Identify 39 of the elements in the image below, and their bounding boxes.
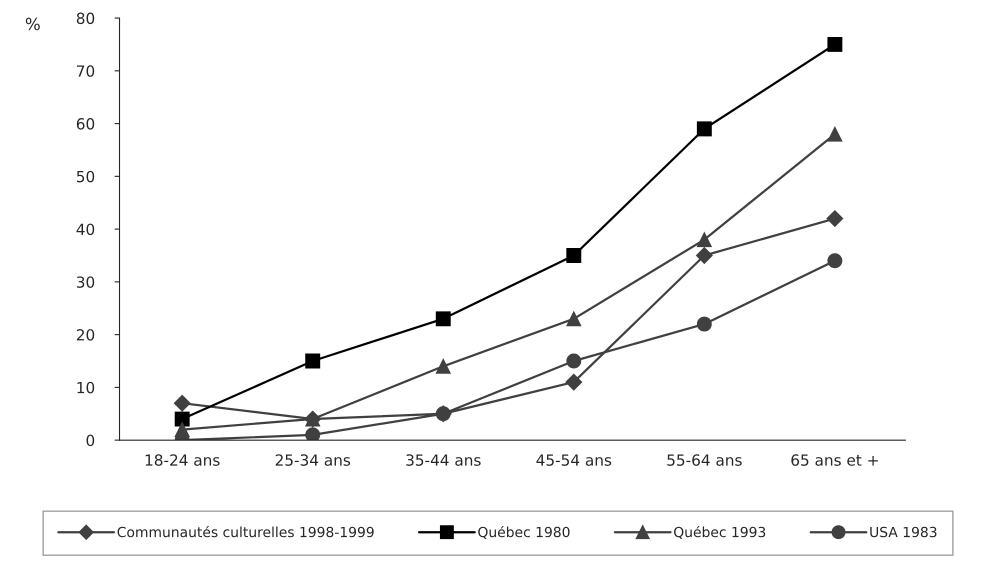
x-tick-label: 45-54 ans [536, 454, 612, 466]
y-tick-label: 70 [77, 65, 94, 77]
y-tick-label: 80 [76, 12, 94, 24]
point [696, 247, 713, 264]
point [696, 232, 712, 248]
y-tick-label: 50 [76, 170, 94, 182]
point [436, 406, 451, 422]
x-tick-label: 65 ans et + [791, 454, 878, 466]
point [305, 354, 320, 368]
y-tick-label: 20 [76, 329, 94, 341]
x-tick-label: 35-44 ans [406, 454, 481, 466]
x-tick-label: 18-24 ans [146, 454, 220, 466]
y-tick-label: 60 [76, 118, 94, 130]
point [566, 248, 582, 263]
point [827, 36, 842, 52]
point [566, 311, 582, 326]
point [696, 316, 712, 332]
legend-label: Québec 1993 [674, 526, 766, 539]
y-axis-title: % [26, 18, 40, 30]
point [566, 354, 582, 368]
y-tick-label: 40 [76, 224, 94, 236]
x-tick-label: 55-64 ans [667, 454, 742, 466]
point [826, 210, 844, 227]
y-tick-label: 30 [76, 276, 94, 288]
point [565, 374, 582, 390]
legend-label: Québec 1980 [478, 526, 570, 539]
point [696, 121, 712, 136]
point [174, 394, 191, 412]
point [827, 253, 842, 268]
legend-label: Communautés culturelles 1998-1999 [118, 526, 374, 538]
point [827, 126, 842, 142]
y-tick-label: 10 [77, 382, 94, 394]
y-tick-label: 0 [86, 434, 94, 446]
point [174, 412, 190, 426]
point [436, 311, 451, 326]
point [436, 358, 451, 374]
legend-label: USA 1983 [870, 526, 936, 538]
x-tick-label: 25-34 ans [276, 454, 350, 466]
point [305, 427, 320, 440]
